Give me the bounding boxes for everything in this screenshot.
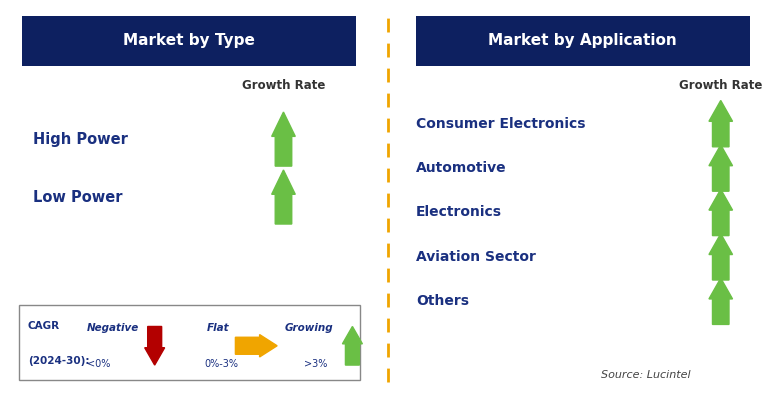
Text: Flat: Flat <box>207 323 229 333</box>
Text: Aviation Sector: Aviation Sector <box>416 250 536 264</box>
Polygon shape <box>272 112 295 166</box>
Polygon shape <box>709 100 733 147</box>
Text: Others: Others <box>416 294 469 308</box>
Polygon shape <box>144 327 164 365</box>
Polygon shape <box>709 189 733 236</box>
Text: Low Power: Low Power <box>33 190 123 204</box>
Text: Consumer Electronics: Consumer Electronics <box>416 117 585 131</box>
Text: Growth Rate: Growth Rate <box>679 78 763 91</box>
Text: <0%: <0% <box>86 359 110 369</box>
Text: Negative: Negative <box>86 323 139 333</box>
Text: Electronics: Electronics <box>416 205 502 219</box>
FancyBboxPatch shape <box>19 305 360 381</box>
Polygon shape <box>343 327 362 365</box>
Text: Source: Lucintel: Source: Lucintel <box>601 370 691 379</box>
Text: >3%: >3% <box>304 359 328 369</box>
FancyBboxPatch shape <box>416 15 750 66</box>
Polygon shape <box>709 145 733 191</box>
Text: Growth Rate: Growth Rate <box>242 78 325 91</box>
Polygon shape <box>235 335 277 357</box>
Polygon shape <box>272 170 295 224</box>
Text: Growing: Growing <box>285 323 334 333</box>
Polygon shape <box>709 278 733 324</box>
Text: Automotive: Automotive <box>416 161 506 175</box>
Text: (2024-30):: (2024-30): <box>28 356 90 366</box>
Text: 0%-3%: 0%-3% <box>205 359 239 369</box>
Text: Market by Application: Market by Application <box>489 33 677 48</box>
FancyBboxPatch shape <box>22 15 356 66</box>
Text: Market by Type: Market by Type <box>124 33 255 48</box>
Text: High Power: High Power <box>33 132 128 147</box>
Text: CAGR: CAGR <box>28 321 59 331</box>
Polygon shape <box>709 234 733 280</box>
